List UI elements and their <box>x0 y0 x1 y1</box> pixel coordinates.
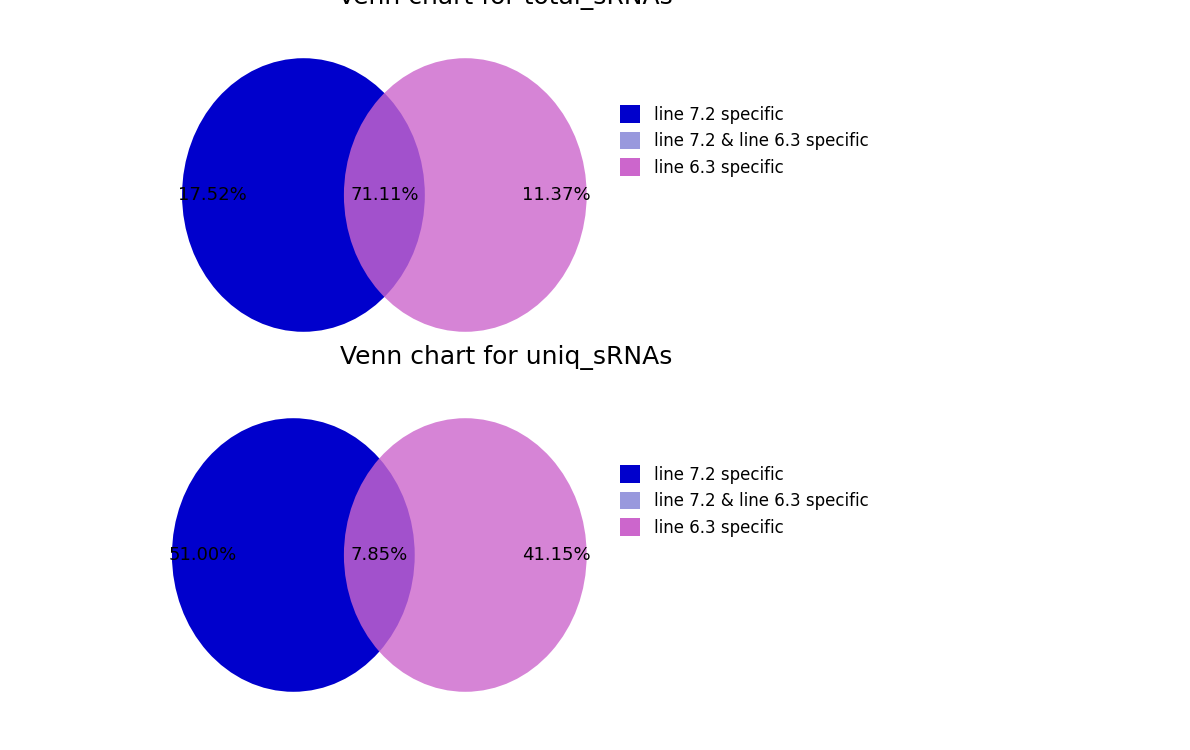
Text: 51.00%: 51.00% <box>168 546 237 564</box>
Text: 11.37%: 11.37% <box>522 186 590 204</box>
Text: 41.15%: 41.15% <box>522 546 590 564</box>
Ellipse shape <box>344 419 587 692</box>
Legend: line 7.2 specific, line 7.2 & line 6.3 specific, line 6.3 specific: line 7.2 specific, line 7.2 & line 6.3 s… <box>615 100 873 182</box>
Ellipse shape <box>171 419 414 692</box>
Text: 7.85%: 7.85% <box>351 546 408 564</box>
Title: Venn chart for total_sRNAs: Venn chart for total_sRNAs <box>338 0 674 10</box>
Text: 71.11%: 71.11% <box>350 186 419 204</box>
Ellipse shape <box>182 58 425 332</box>
Text: 17.52%: 17.52% <box>178 186 246 204</box>
Title: Venn chart for uniq_sRNAs: Venn chart for uniq_sRNAs <box>339 345 672 370</box>
Legend: line 7.2 specific, line 7.2 & line 6.3 specific, line 6.3 specific: line 7.2 specific, line 7.2 & line 6.3 s… <box>615 460 873 542</box>
Ellipse shape <box>344 58 587 332</box>
